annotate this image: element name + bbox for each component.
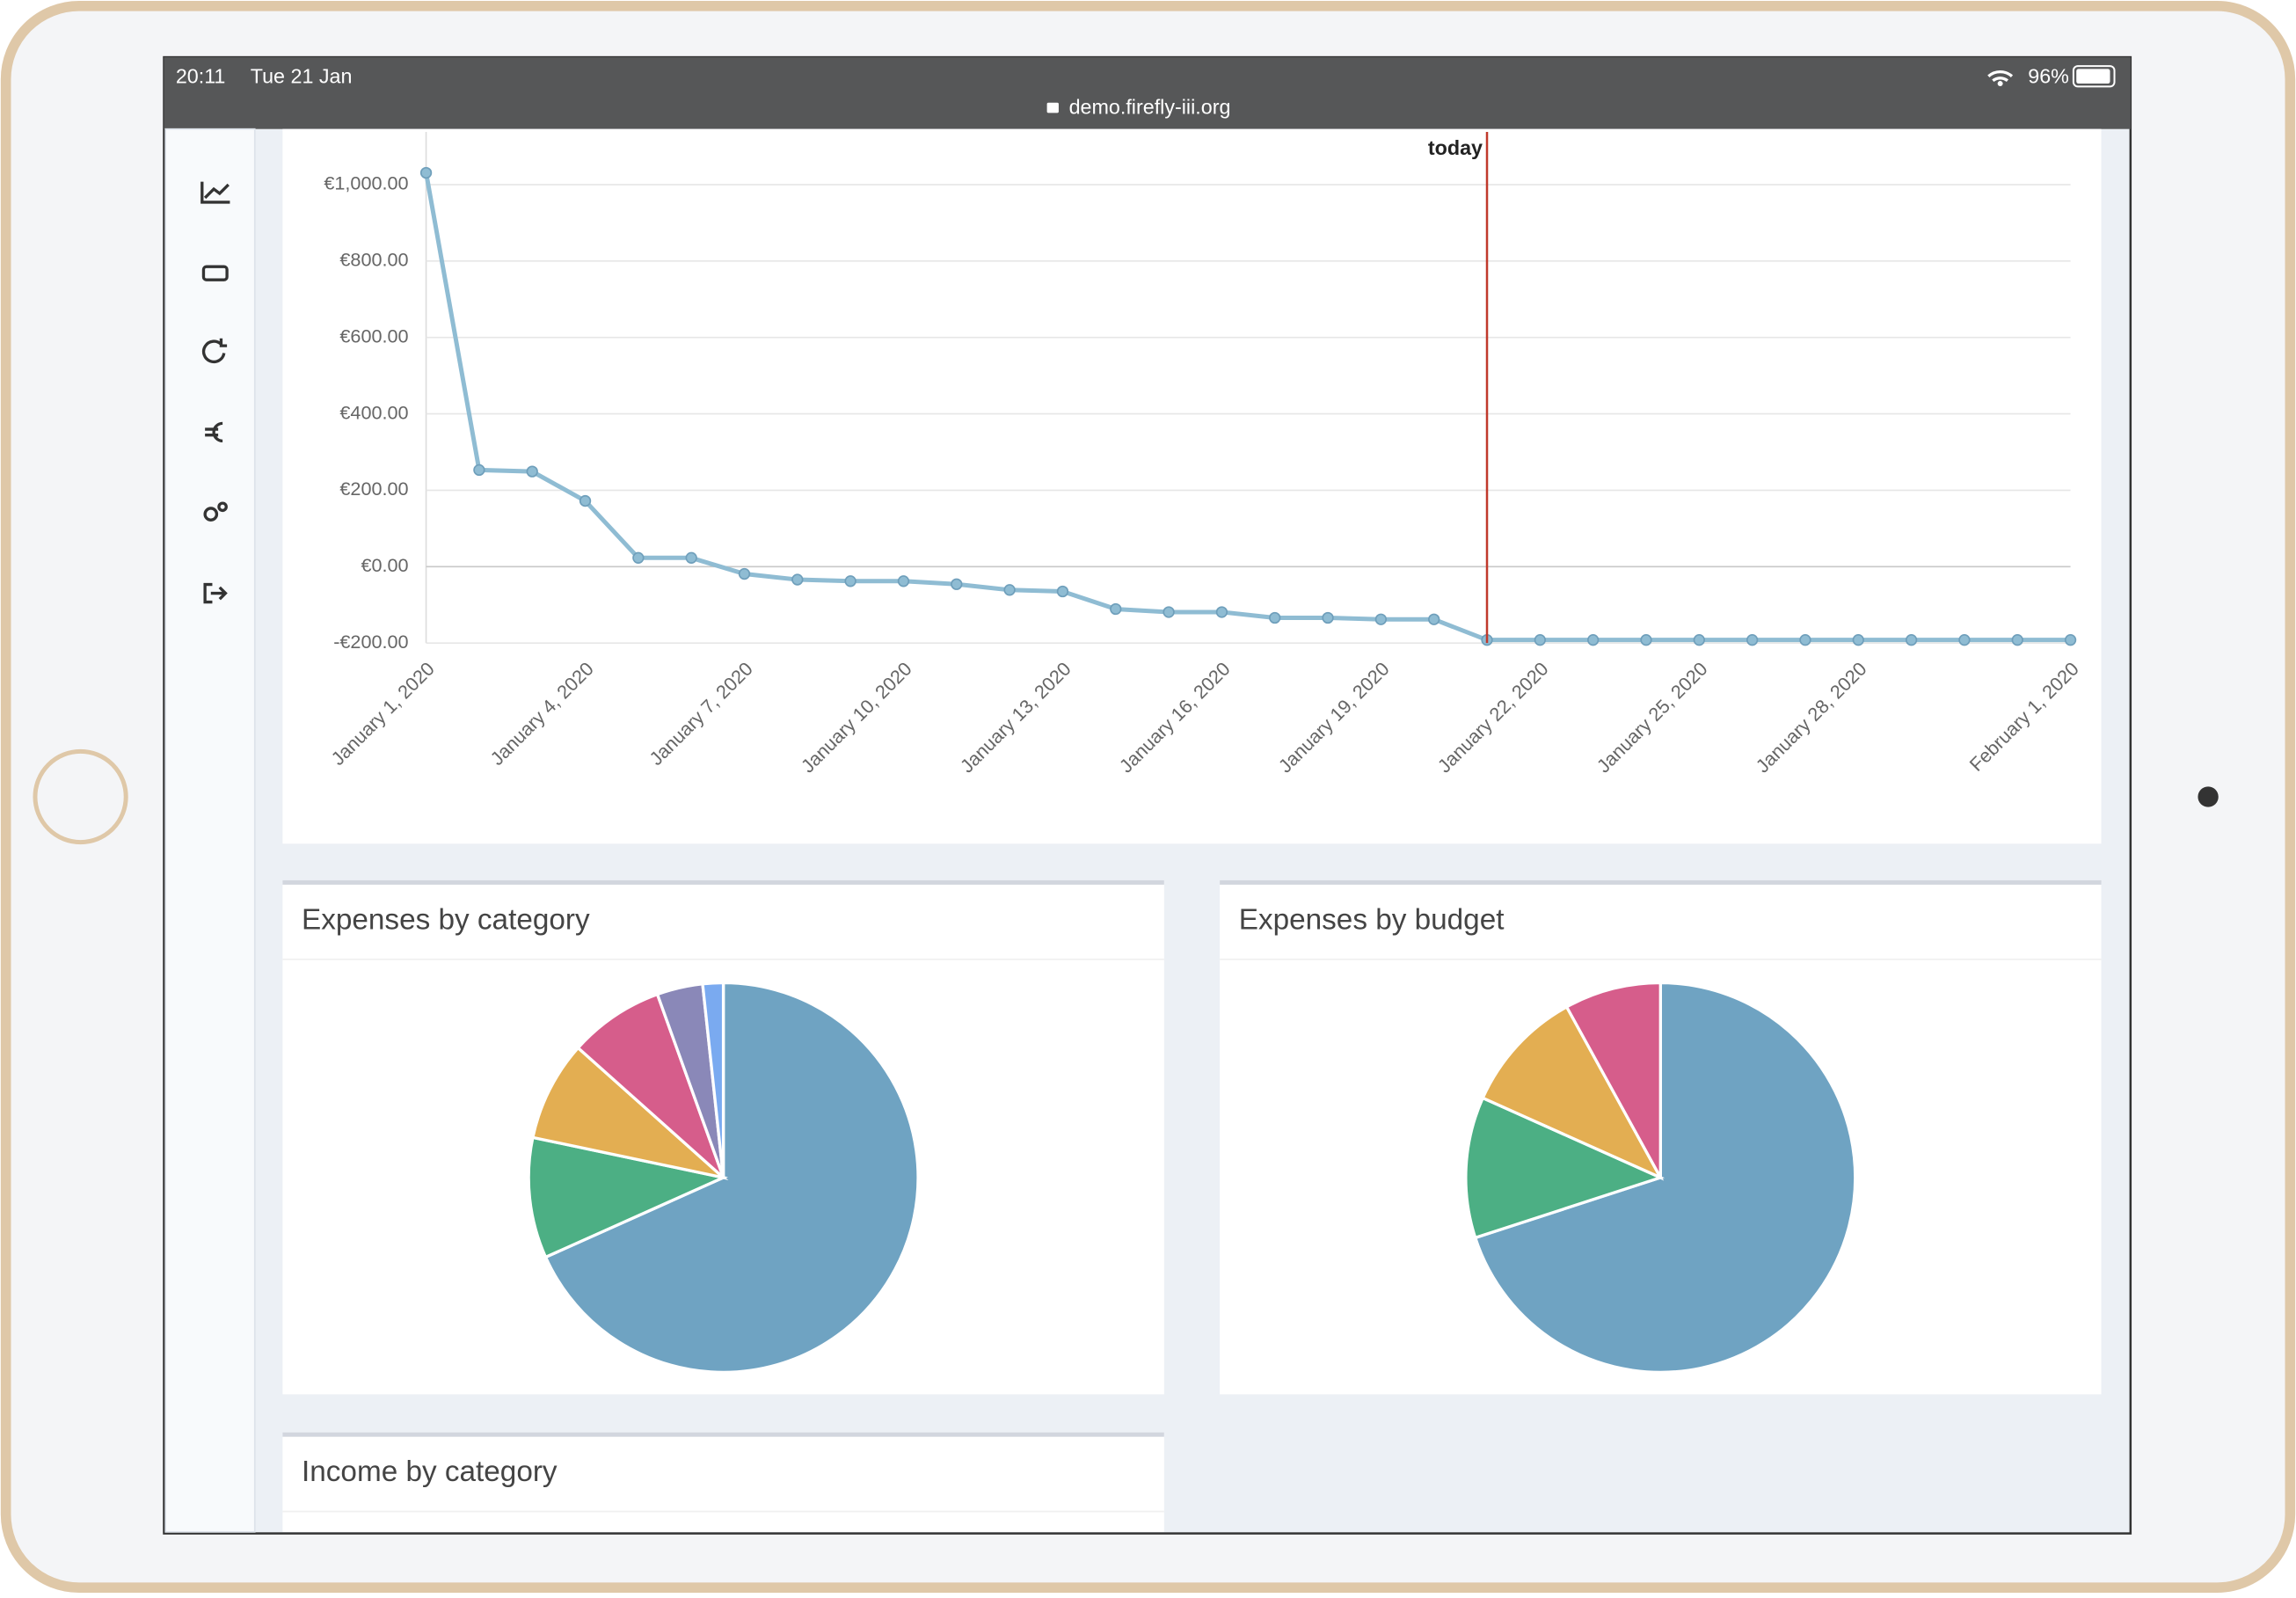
y-tick-label: €0.00 [361,554,408,576]
data-point [419,166,433,179]
pie-slice [530,1046,729,1180]
icon-cogs[interactable] [203,507,219,522]
camera [2198,786,2219,807]
data-line [424,172,2071,643]
icon-euro[interactable] [205,421,223,443]
data-point [844,575,856,587]
pie-slice [543,981,920,1375]
battery-level [2076,69,2110,84]
data-point [579,494,592,507]
icon-refresh[interactable] [201,338,228,364]
battery-icon [2072,65,2116,88]
data-point [1905,634,1918,646]
wifi-icon [1997,81,2003,87]
data-point [526,465,538,478]
data-point [1852,634,1864,646]
data-point [1534,634,1546,646]
data-point [1428,613,1440,625]
data-point [1746,634,1759,646]
data-point [1958,634,1971,646]
data-point [738,567,751,580]
panel-title: Expenses by category [302,903,590,936]
battery-text: 96% [2028,65,2069,88]
pie-slice [701,981,725,1178]
data-point [1269,611,1281,624]
data-point [2064,634,2077,646]
panel-title: Expenses by budget [1239,903,1505,936]
sidebar [164,128,256,1533]
panel-border [282,879,1164,885]
data-point [1374,613,1388,625]
data-point [1799,634,1811,646]
pie-charts [527,981,1857,1375]
y-tick-label: -€200.00 [333,631,408,653]
data-point [1110,602,1122,616]
data-point [632,551,645,564]
sidebar-icons [200,181,230,604]
data-point [1056,585,1069,598]
data-point [685,551,697,564]
data-point [791,573,804,586]
pie-slice [1473,981,1857,1375]
pie-slice [1480,1004,1665,1181]
pie-slice [1464,1096,1665,1240]
home-button [33,748,128,845]
y-tick-label: €200.00 [339,478,408,500]
y-tick-label: €400.00 [339,401,408,423]
y-tick-label: €600.00 [339,325,408,347]
icon-drive[interactable] [201,265,229,281]
icon-cogs[interactable] [217,501,228,513]
data-point [1640,634,1652,646]
panel-border [282,1432,1164,1437]
icon-logout[interactable] [203,582,228,604]
data-point [1003,584,1016,596]
data-point [473,463,485,477]
panel-border [1220,879,2102,885]
url[interactable]: demo.firefly-iii.org [1069,96,1231,119]
status-bar [164,57,2131,129]
annotation: today [1428,136,1483,159]
panel-title: Income by category [302,1456,558,1488]
data-point [1322,611,1334,624]
data-point [1163,606,1175,618]
data-point [897,575,910,587]
date: Tue 21 Jan [251,65,353,88]
time: 20:11 [176,65,226,88]
pie-slice [576,992,725,1179]
wifi-icon [1987,69,2014,83]
panel [282,128,2102,844]
y-tick-label: €800.00 [339,249,408,271]
data-point [951,578,963,590]
y-tick-label: €1,000.00 [324,172,408,194]
data-point [1693,634,1705,646]
data-point [2011,634,2023,646]
panel [282,1432,1164,1532]
data-point [1215,606,1228,618]
data-point [1586,634,1600,646]
lock-icon [1046,102,1059,113]
icon-chart[interactable] [200,181,230,204]
pie-slice [1564,981,1662,1178]
